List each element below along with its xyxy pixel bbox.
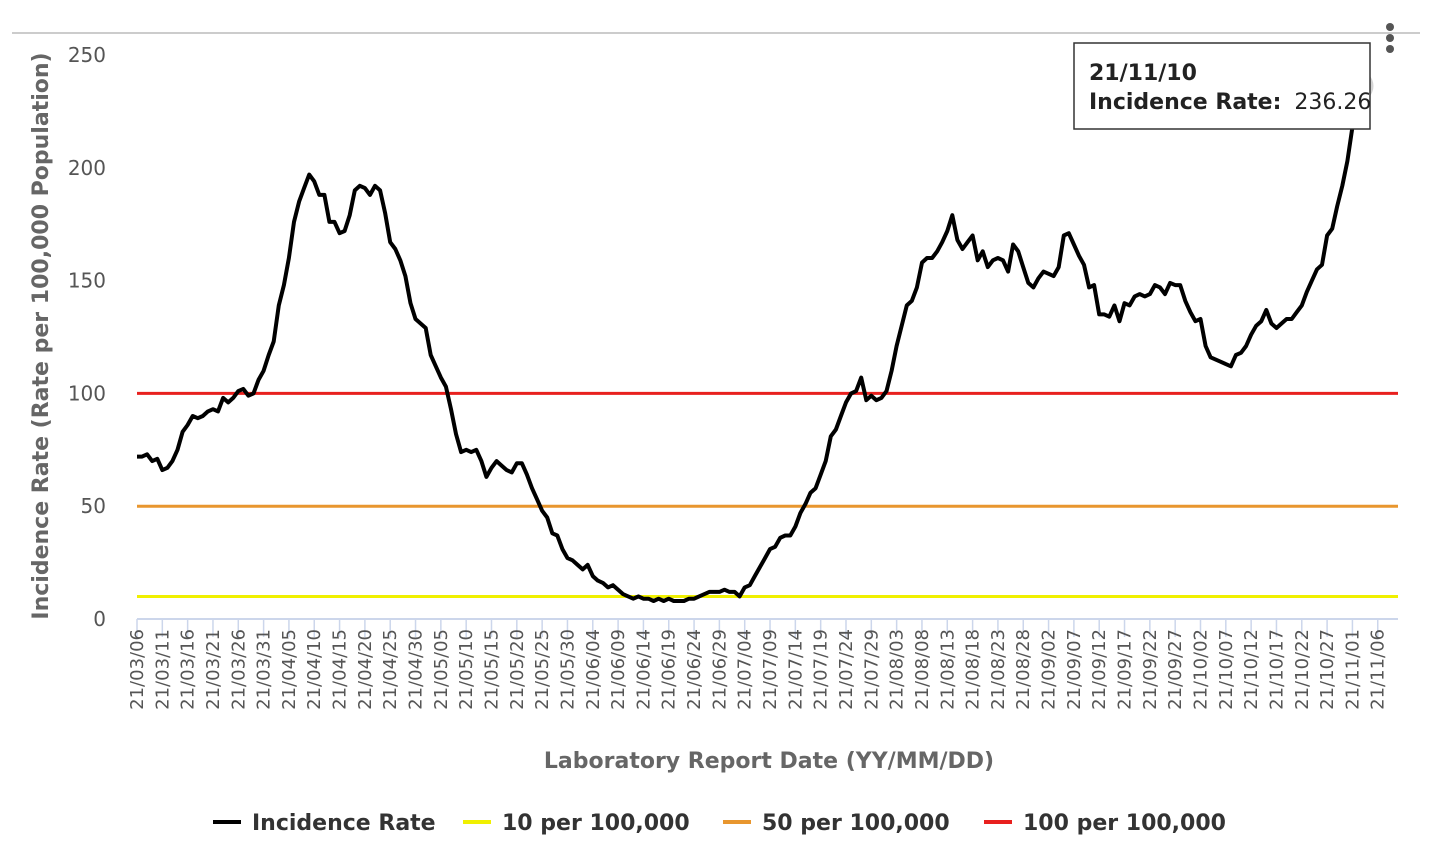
y-tick-label: 0: [93, 607, 106, 631]
x-tick-label: 21/08/18: [963, 629, 984, 710]
x-tick-label: 21/10/02: [1190, 629, 1211, 710]
x-tick-label: 21/03/26: [228, 629, 249, 710]
y-axis-title: Incidence Rate (Rate per 100,000 Populat…: [29, 52, 54, 619]
reference-lines: [137, 391, 1398, 598]
x-tick-label: 21/06/19: [659, 629, 680, 710]
y-tick-label: 200: [68, 156, 106, 180]
x-tick-label: 21/09/17: [1115, 629, 1136, 710]
x-tick-label: 21/05/15: [481, 629, 502, 710]
legend-label: 10 per 100,000: [502, 811, 690, 836]
incidence-rate-series[interactable]: [137, 69, 1374, 603]
x-tick-label: 21/03/21: [203, 629, 224, 710]
tooltip: 21/11/10 Incidence Rate: 236.26: [1073, 42, 1371, 130]
x-tick-label: 21/07/19: [811, 629, 832, 710]
x-tick-label: 21/09/22: [1140, 629, 1161, 710]
x-tick-label: 21/08/08: [912, 629, 933, 710]
y-tick-label: 50: [81, 494, 106, 518]
x-axis-title: Laboratory Report Date (YY/MM/DD): [544, 749, 994, 774]
legend-label: 50 per 100,000: [762, 811, 950, 836]
legend: Incidence Rate 10 per 100,000 50 per 100,0…: [213, 811, 1226, 836]
x-tick-label: 21/06/09: [608, 629, 629, 710]
x-tick-label: 21/05/30: [557, 629, 578, 710]
x-tick-label: 21/09/02: [1039, 629, 1060, 710]
x-tick-label: 21/03/31: [254, 629, 275, 710]
x-tick-label: 21/04/25: [380, 629, 401, 710]
y-tick-label: 250: [68, 43, 106, 67]
tooltip-label: Incidence Rate:: [1089, 90, 1281, 115]
x-tick-label: 21/07/14: [785, 629, 806, 710]
x-tick-label: 21/07/29: [861, 629, 882, 710]
x-tick-label: 21/04/20: [355, 629, 376, 710]
x-tick-label: 21/08/13: [937, 629, 958, 710]
x-tick-label: 21/06/24: [684, 629, 705, 710]
x-tick-label: 21/07/04: [735, 629, 756, 710]
x-tick-label: 21/10/17: [1266, 629, 1287, 710]
x-tick-label: 21/10/07: [1216, 629, 1237, 710]
tooltip-box: [1073, 42, 1371, 130]
y-tick-label: 150: [68, 269, 106, 293]
x-tick-label: 21/04/10: [304, 629, 325, 710]
x-tick-label: 21/06/14: [633, 629, 654, 710]
x-tick-label: 21/05/10: [456, 629, 477, 710]
legend-item[interactable]: Incidence Rate: [213, 811, 436, 836]
x-tick-label: 21/10/27: [1317, 629, 1338, 710]
x-tick-label: 21/08/03: [887, 629, 908, 710]
x-tick-label: 21/07/24: [836, 629, 857, 710]
x-tick-label: 21/04/30: [406, 629, 427, 710]
x-axis: 21/03/06 21/03/11 21/03/16 21/03/21 21/03/26…: [127, 618, 1398, 710]
legend-item[interactable]: 100 per 100,000: [984, 811, 1226, 836]
x-tick-label: 21/11/06: [1368, 629, 1389, 710]
tooltip-date: 21/11/10: [1089, 61, 1197, 86]
x-tick-label: 21/03/06: [127, 629, 148, 710]
svg-text:Incidence Rate: 236.26: Incidence Rate: 236.26: [1089, 90, 1371, 115]
legend-item[interactable]: 50 per 100,000: [723, 811, 950, 836]
legend-label: 100 per 100,000: [1023, 811, 1226, 836]
x-tick-label: 21/05/25: [532, 629, 553, 710]
legend-item[interactable]: 10 per 100,000: [463, 811, 690, 836]
incidence-rate-line[interactable]: [137, 85, 1360, 603]
x-tick-label: 21/05/20: [507, 629, 528, 710]
x-tick-label: 21/05/05: [431, 629, 452, 710]
tooltip-value: 236.26: [1294, 90, 1371, 115]
y-axis: 0 50 100 150 200 250: [68, 43, 106, 631]
x-tick-label: 21/03/11: [152, 629, 173, 710]
x-tick-label: 21/10/12: [1241, 629, 1262, 710]
x-tick-label: 21/08/23: [988, 629, 1009, 710]
legend-label: Incidence Rate: [252, 811, 436, 836]
x-tick-label: 21/08/28: [1013, 629, 1034, 710]
x-tick-label: 21/06/04: [583, 629, 604, 710]
x-tick-label: 21/09/12: [1089, 629, 1110, 710]
x-tick-label: 21/10/22: [1292, 629, 1313, 710]
x-tick-label: 21/04/15: [330, 629, 351, 710]
svg-text:21/11/10: 21/11/10: [1089, 61, 1197, 86]
x-tick-label: 21/04/05: [279, 629, 300, 710]
x-tick-label: 21/06/29: [709, 629, 730, 710]
x-tick-label: 21/09/07: [1064, 629, 1085, 710]
x-tick-label: 21/07/09: [760, 629, 781, 710]
x-tick-label: 21/03/16: [178, 629, 199, 710]
y-tick-label: 100: [68, 381, 106, 405]
chart-menu-icon[interactable]: [1378, 18, 1402, 58]
x-tick-label: 21/11/01: [1342, 629, 1363, 710]
x-tick-label: 21/09/27: [1165, 629, 1186, 710]
